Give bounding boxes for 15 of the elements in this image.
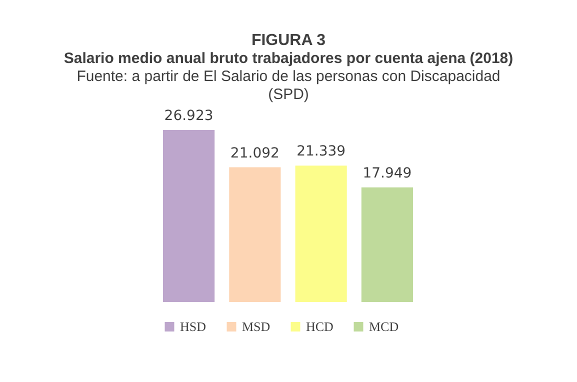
chart-title: FIGURA 3 — [250, 32, 327, 50]
data-label: 21.092 — [230, 145, 280, 162]
legend-label: HCD — [306, 318, 334, 334]
source-note: Fuente: a partir de El Salario de las personas con Discapacidad (SPD) — [76, 68, 502, 104]
bar — [295, 166, 347, 302]
legend-label: MSD — [242, 318, 270, 334]
legend-label: MCD — [369, 318, 399, 334]
bar — [229, 167, 281, 302]
chart-subtitle: Salario medio anual bruto trabajadores por cuenta ajena (2018) — [62, 50, 514, 68]
bar — [361, 187, 413, 302]
data-label: 17.949 — [362, 165, 412, 182]
data-label: 21.339 — [296, 144, 346, 160]
legend-label: HSD — [180, 318, 206, 334]
data-label: 26.923 — [164, 108, 214, 124]
bar — [163, 130, 215, 302]
